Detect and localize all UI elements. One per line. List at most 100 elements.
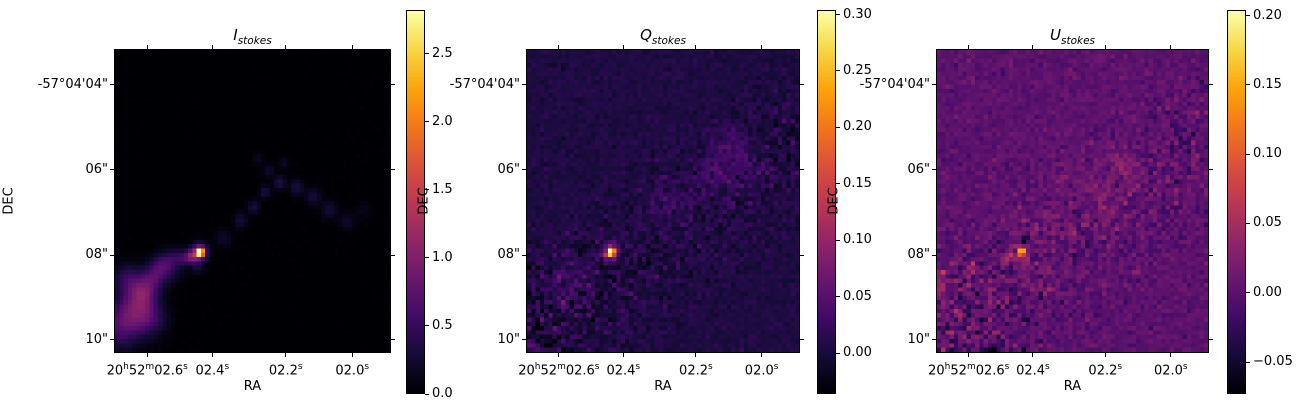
colorbar-tick-label: 0.00 (1253, 284, 1282, 300)
stokes-i-image (115, 50, 390, 352)
colorbar-tick-label: 1.0 (432, 249, 453, 265)
colorbar-tick (1246, 292, 1250, 294)
y-tick-right (391, 254, 395, 256)
colorbar-tick-label: 0.15 (1253, 76, 1282, 92)
stokes-u-axes (936, 49, 1209, 353)
x-tick-top (1032, 45, 1034, 49)
stokes-q-title-sub: stokes (651, 35, 686, 47)
colorbar-tick (836, 70, 840, 72)
ra-tick-label: 02.0s (744, 362, 779, 379)
colorbar-tick (836, 296, 840, 298)
colorbar-tick-label: 0.05 (1253, 215, 1282, 231)
ra-tick-label: 02.2s (268, 362, 303, 379)
ra-tick-label: 20h52m02.6s (518, 362, 600, 379)
colorbar-tick (836, 14, 840, 16)
ra-tick-label: 02.4s (195, 362, 230, 379)
dec-tick-label: -57°04'04" (859, 76, 930, 92)
y-tick-right (391, 84, 395, 86)
colorbar-tick (836, 352, 840, 354)
colorbar-tick (1246, 361, 1250, 363)
stokes-u-title: Ustokes (1050, 28, 1095, 47)
stokes-u-image (937, 50, 1208, 352)
dec-tick-label: 10" (85, 331, 108, 347)
colorbar-tick-label: 0.00 (843, 345, 872, 361)
x-tick-top (1170, 45, 1172, 49)
y-tick-right (391, 339, 395, 341)
stokes-q-colorbar (817, 10, 836, 394)
x-tick-top (558, 45, 560, 49)
colorbar-tick-label: 2.0 (432, 113, 453, 129)
ra-tick-label: 02.4s (1016, 362, 1050, 379)
stokes-q-image (527, 50, 799, 352)
stokes-i-title: Istokes (233, 28, 271, 47)
x-tick-top (695, 45, 697, 49)
stokes-u-colorbar (1227, 10, 1246, 394)
x-tick-top (761, 45, 763, 49)
colorbar-tick-label: 0.10 (1253, 146, 1282, 162)
y-tick-right (800, 84, 804, 86)
x-tick-top (1104, 45, 1106, 49)
stokes-i-colorbar-gradient (407, 11, 424, 393)
ra-tick-label: 02.2s (1088, 362, 1123, 379)
stokes-i-colorbar (406, 10, 425, 394)
x-tick-top (285, 45, 287, 49)
stokes-q-dec-axis-label: DEC (416, 187, 432, 215)
dec-tick-label: 08" (497, 247, 520, 263)
y-tick-left (522, 84, 526, 86)
y-tick-right (1209, 254, 1213, 256)
dec-tick-label: -57°04'04" (37, 76, 108, 92)
colorbar-tick (425, 189, 429, 191)
x-tick-top (351, 45, 353, 49)
y-tick-left (110, 339, 114, 341)
x-tick-bottom (211, 353, 213, 357)
x-tick-bottom (622, 353, 624, 357)
colorbar-tick (425, 325, 429, 327)
y-tick-right (1209, 84, 1213, 86)
stokes-i-ra-axis-label: RA (243, 379, 262, 394)
y-tick-left (932, 84, 936, 86)
y-tick-left (522, 169, 526, 171)
colorbar-tick (836, 239, 840, 241)
y-tick-left (522, 254, 526, 256)
colorbar-tick (425, 121, 429, 123)
y-tick-right (391, 169, 395, 171)
colorbar-tick-label: 0.05 (843, 288, 872, 304)
y-tick-left (932, 254, 936, 256)
stokes-u-title-main: U (1049, 26, 1061, 44)
ra-tick-label: 02.0s (1153, 362, 1188, 379)
dec-tick-label: -57°04'04" (449, 76, 520, 92)
dec-tick-label: 06" (85, 161, 108, 177)
y-tick-left (932, 169, 936, 171)
colorbar-tick-label: 0.25 (843, 62, 872, 78)
y-tick-left (932, 339, 936, 341)
y-tick-right (800, 254, 804, 256)
colorbar-tick (836, 126, 840, 128)
colorbar-tick-label: 1.5 (432, 181, 453, 197)
dec-tick-label: 10" (497, 331, 520, 347)
dec-tick-label: 06" (907, 161, 930, 177)
x-tick-bottom (968, 353, 970, 357)
stokes-u-title-sub: stokes (1060, 35, 1096, 47)
colorbar-tick-label: −0.05 (1253, 354, 1293, 370)
colorbar-tick (425, 257, 429, 259)
colorbar-tick-label: 0.15 (843, 175, 872, 191)
y-tick-right (800, 169, 804, 171)
colorbar-tick (1246, 153, 1250, 155)
y-tick-left (110, 254, 114, 256)
x-tick-top (146, 45, 148, 49)
stokes-q-colorbar-gradient (818, 11, 835, 393)
colorbar-tick-label: 0.0 (432, 386, 453, 401)
colorbar-tick (1246, 15, 1250, 17)
x-tick-bottom (351, 353, 353, 357)
stokes-u-ra-axis-label: RA (1063, 379, 1082, 394)
x-tick-bottom (761, 353, 763, 357)
dec-tick-label: 08" (85, 247, 108, 263)
x-tick-bottom (285, 353, 287, 357)
colorbar-tick-label: 0.5 (432, 317, 453, 333)
colorbar-tick (425, 393, 429, 395)
colorbar-tick-label: 2.5 (432, 45, 453, 61)
colorbar-tick (425, 53, 429, 55)
x-tick-bottom (695, 353, 697, 357)
stokes-q-ra-axis-label: RA (654, 379, 672, 394)
